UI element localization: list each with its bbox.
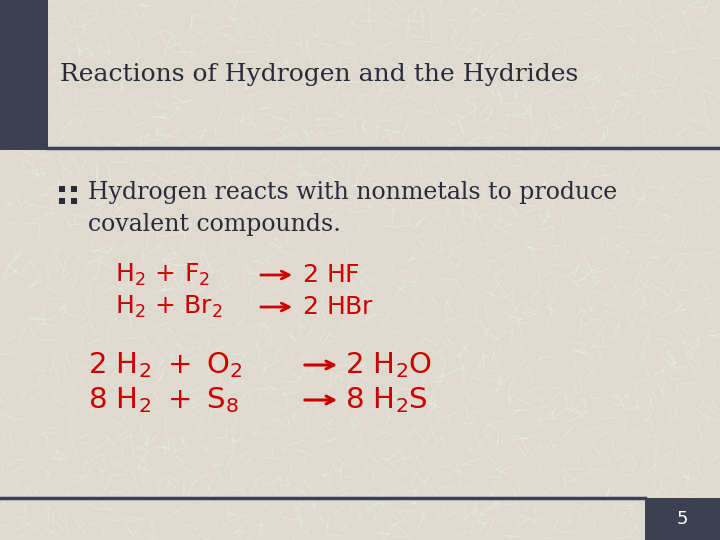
Text: Hydrogen reacts with nonmetals to produce: Hydrogen reacts with nonmetals to produc… bbox=[88, 180, 617, 204]
Bar bbox=[58, 192, 78, 198]
Bar bbox=[645, 498, 720, 540]
Text: 5: 5 bbox=[677, 510, 688, 528]
Text: $\mathsf{8\ H_2\ +\ S_8}$: $\mathsf{8\ H_2\ +\ S_8}$ bbox=[88, 385, 239, 415]
Bar bbox=[59, 186, 77, 204]
Text: $\mathsf{2\ H_2O}$: $\mathsf{2\ H_2O}$ bbox=[345, 350, 432, 380]
Text: $\mathsf{2\ HF}$: $\mathsf{2\ HF}$ bbox=[302, 263, 360, 287]
Bar bbox=[65, 185, 71, 205]
Text: $\mathsf{H_2}$ $\mathsf{+\ Br_2}$: $\mathsf{H_2}$ $\mathsf{+\ Br_2}$ bbox=[115, 294, 222, 320]
Text: $\mathsf{2\ HBr}$: $\mathsf{2\ HBr}$ bbox=[302, 295, 374, 319]
Text: $\mathsf{2\ H_2\ +\ O_2}$: $\mathsf{2\ H_2\ +\ O_2}$ bbox=[88, 350, 243, 380]
Text: Reactions of Hydrogen and the Hydrides: Reactions of Hydrogen and the Hydrides bbox=[60, 64, 578, 86]
Text: $\mathsf{H_2}$ $\mathsf{+}$ $\mathsf{F_2}$: $\mathsf{H_2}$ $\mathsf{+}$ $\mathsf{F_2… bbox=[115, 262, 210, 288]
Text: $\mathsf{8\ H_2S}$: $\mathsf{8\ H_2S}$ bbox=[345, 385, 428, 415]
Text: covalent compounds.: covalent compounds. bbox=[88, 213, 341, 235]
Bar bbox=[0, 0, 48, 150]
